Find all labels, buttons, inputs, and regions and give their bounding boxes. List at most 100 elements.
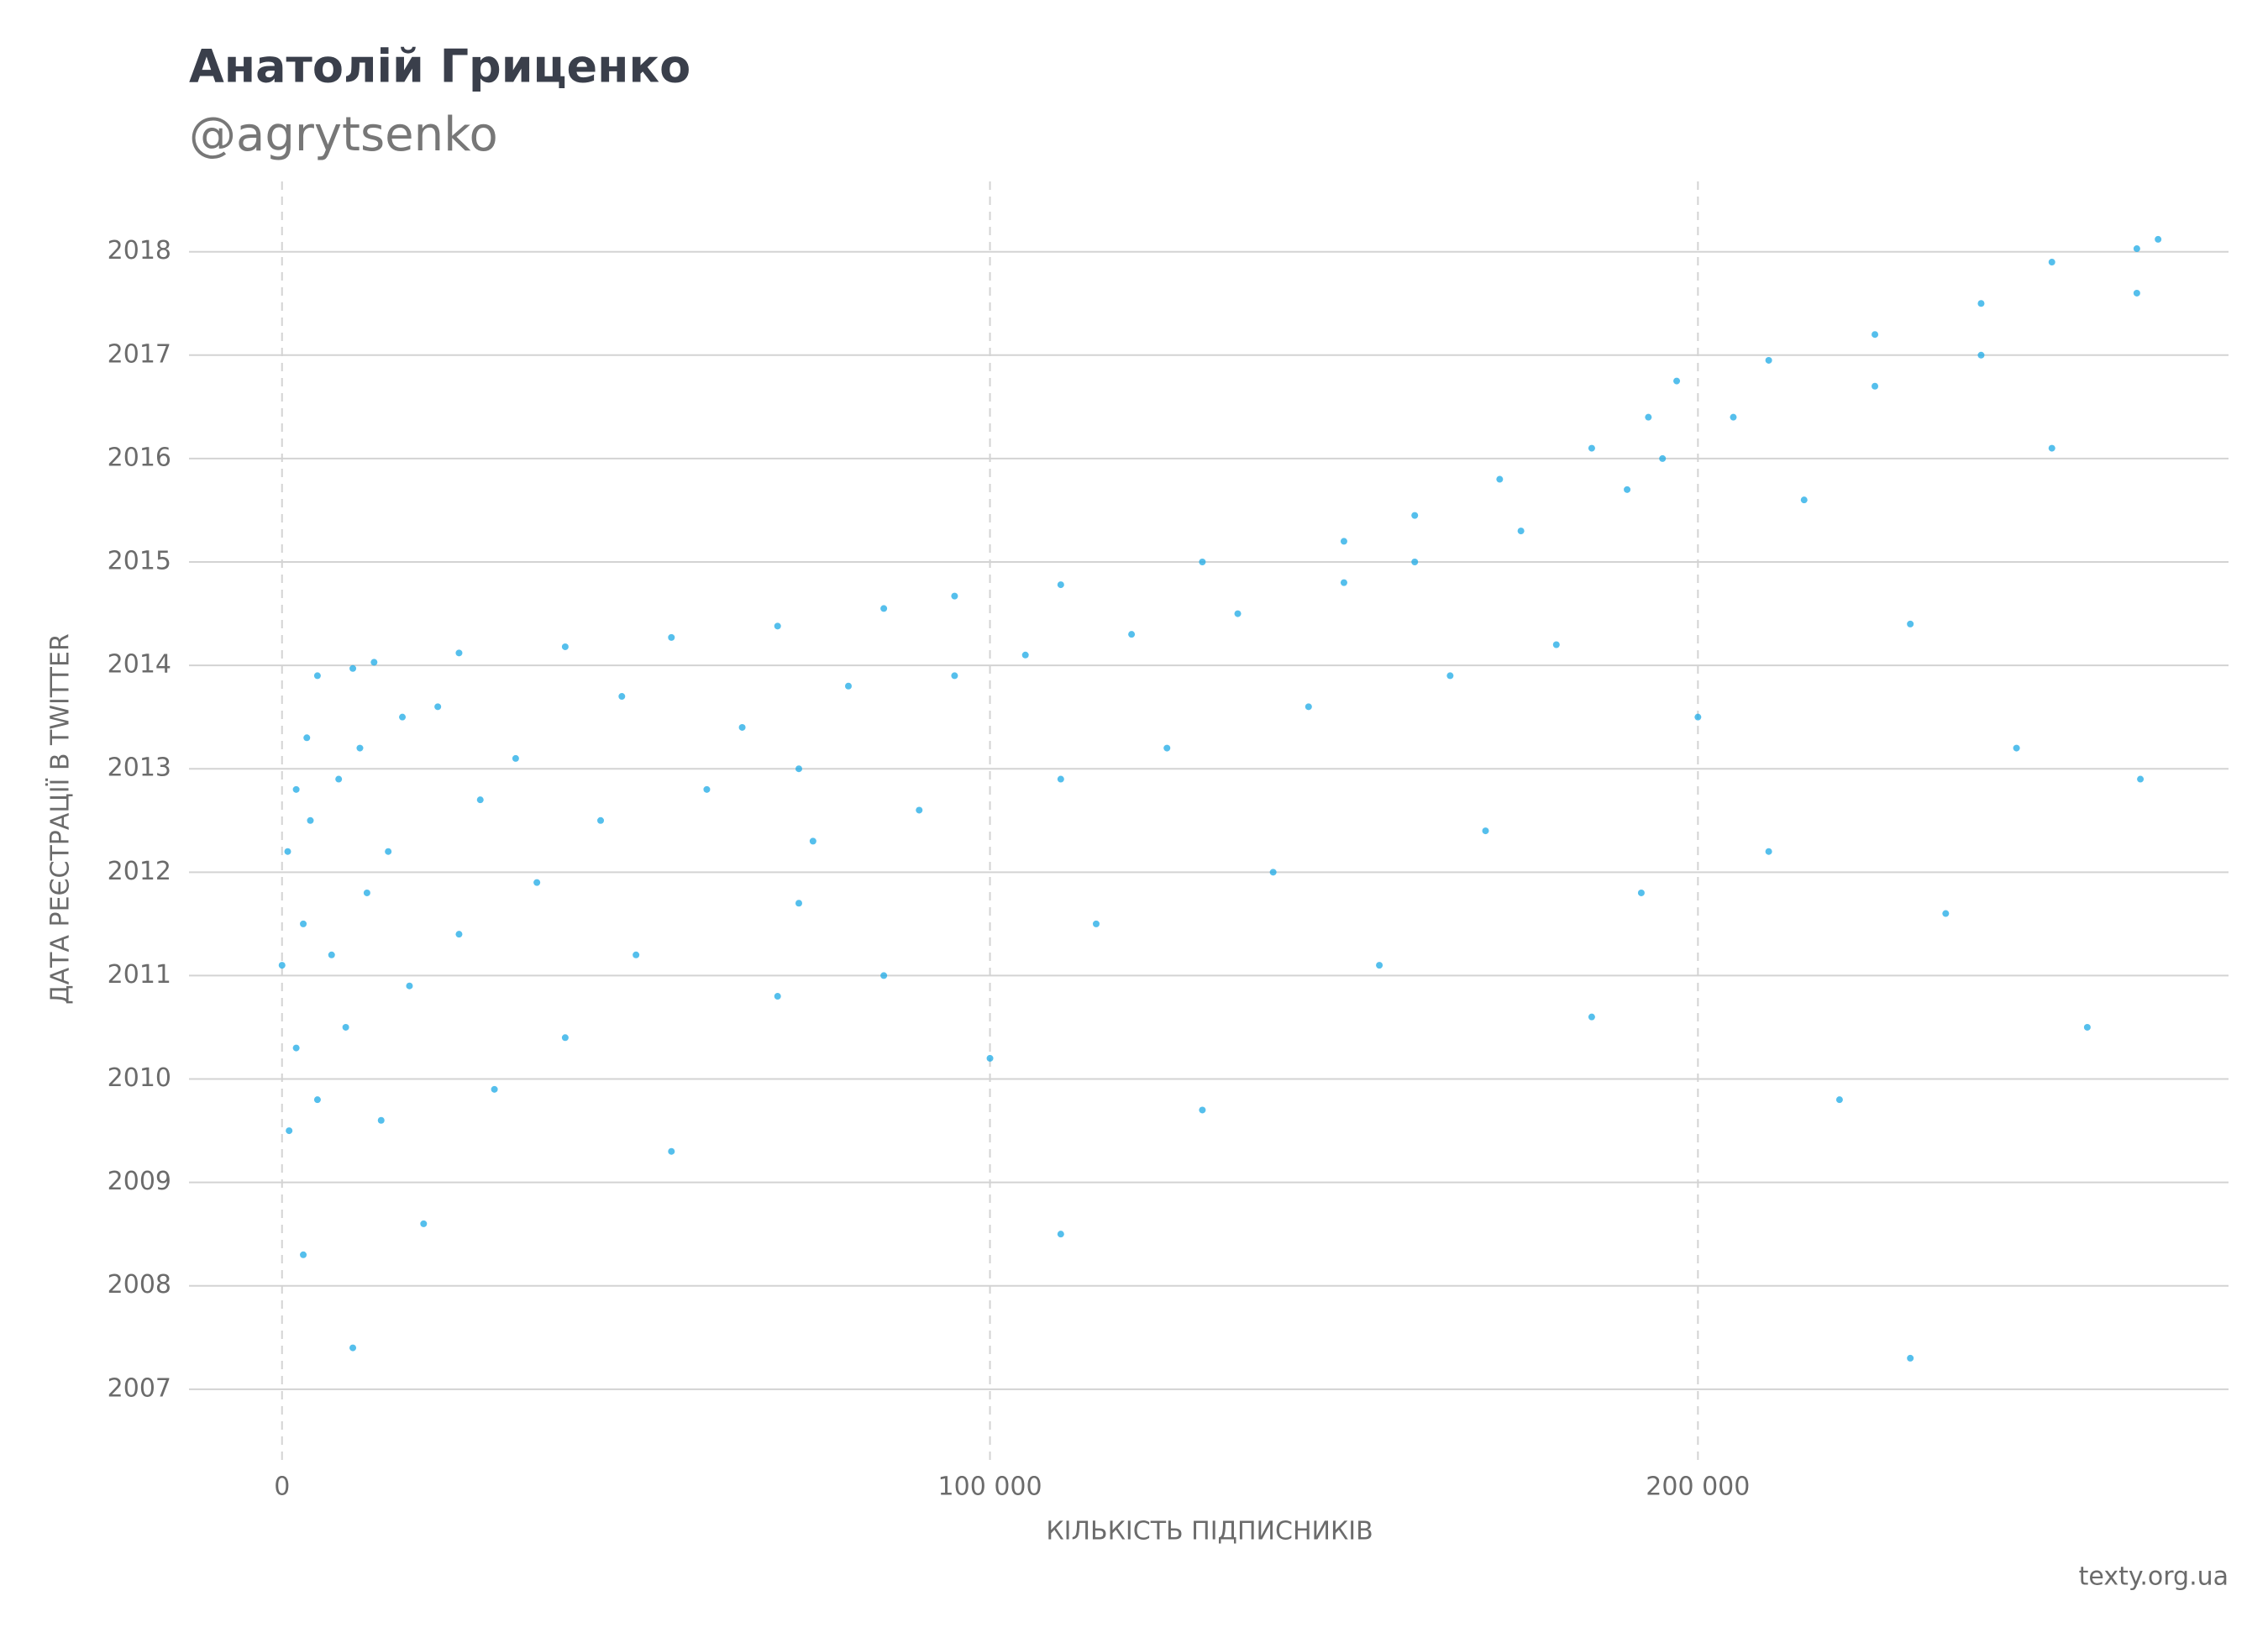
point	[1482, 827, 1489, 835]
point	[1872, 331, 1879, 339]
y-tick-label: 2007	[108, 1373, 171, 1403]
point	[1659, 454, 1667, 462]
point	[399, 713, 407, 721]
y-tick-label: 2010	[108, 1063, 171, 1093]
point	[1234, 610, 1242, 617]
point	[335, 775, 343, 783]
point	[476, 796, 484, 804]
point	[1446, 672, 1454, 680]
point	[2133, 289, 2140, 297]
point	[349, 1344, 357, 1352]
point	[774, 622, 781, 630]
x-tick-label: 200 000	[1646, 1473, 1750, 1502]
point	[1645, 413, 1652, 421]
point	[1128, 631, 1136, 638]
point	[2083, 1023, 2091, 1031]
point	[1269, 869, 1277, 876]
point	[2137, 775, 2145, 783]
point	[1021, 651, 1029, 659]
point	[1673, 377, 1681, 385]
y-axis-label: ДАТА РЕЄСТРАЦІЇ В TWITTER	[45, 633, 76, 1005]
y-tick-label: 2016	[108, 443, 171, 472]
point	[1411, 512, 1419, 519]
x-tick-label: 100 000	[938, 1473, 1042, 1502]
point	[1057, 581, 1064, 589]
point	[1765, 356, 1772, 364]
point	[1977, 351, 1985, 359]
chart-subtitle: @agrytsenko	[189, 108, 498, 162]
point	[1057, 775, 1064, 783]
point	[356, 744, 364, 752]
point	[1496, 475, 1504, 483]
point	[1199, 1106, 1206, 1114]
point	[434, 703, 442, 711]
point	[1624, 486, 1631, 493]
point	[1694, 713, 1702, 721]
point	[1305, 703, 1312, 711]
y-tick-label: 2009	[108, 1167, 171, 1196]
point	[738, 723, 746, 731]
point	[633, 951, 640, 958]
point	[1057, 1231, 1064, 1238]
point	[1765, 848, 1772, 855]
point	[1907, 620, 1914, 627]
point	[795, 765, 802, 773]
point	[385, 848, 392, 855]
point	[880, 605, 888, 612]
y-tick-label: 2014	[108, 650, 171, 680]
point	[1942, 910, 1950, 917]
point	[986, 1054, 994, 1062]
point	[951, 672, 958, 680]
y-tick-label: 2011	[108, 960, 171, 990]
point	[2013, 744, 2020, 752]
y-tick-label: 2012	[108, 857, 171, 886]
point	[1637, 889, 1645, 896]
point	[1800, 496, 1808, 504]
y-tick-label: 2017	[108, 339, 171, 369]
point	[377, 1116, 385, 1124]
point	[512, 754, 519, 762]
point	[406, 982, 413, 990]
point	[303, 734, 311, 742]
point	[1517, 528, 1525, 535]
point	[1163, 744, 1171, 752]
point	[363, 889, 370, 896]
point	[349, 664, 357, 672]
point	[597, 816, 605, 824]
point	[1411, 559, 1419, 566]
point	[278, 962, 286, 969]
point	[1977, 300, 1985, 307]
point	[2048, 444, 2055, 452]
point	[455, 931, 463, 938]
point	[1376, 962, 1383, 969]
point	[313, 1096, 321, 1104]
x-axis-label: КІЛЬКІСТЬ ПІДПИСНИКІВ	[1046, 1517, 1373, 1546]
point	[307, 816, 314, 824]
point	[328, 951, 335, 958]
point	[455, 649, 463, 657]
point	[370, 659, 378, 666]
point	[2155, 235, 2162, 243]
point	[292, 1044, 300, 1052]
point	[1588, 1013, 1595, 1021]
point	[703, 785, 711, 793]
point	[1835, 1096, 1843, 1104]
point	[1588, 444, 1595, 452]
point	[2048, 259, 2055, 266]
y-tick-label: 2018	[108, 236, 171, 265]
point	[844, 682, 852, 690]
point	[292, 785, 300, 793]
point	[561, 643, 569, 650]
point	[1907, 1354, 1914, 1362]
point	[951, 592, 958, 600]
point	[420, 1220, 428, 1227]
point	[774, 993, 781, 1000]
point	[300, 1251, 307, 1258]
point	[313, 672, 321, 680]
point	[668, 633, 675, 641]
point	[880, 972, 888, 979]
point	[1199, 559, 1206, 566]
chart-title: Анатолій Гриценко	[189, 40, 690, 93]
point	[916, 806, 923, 814]
